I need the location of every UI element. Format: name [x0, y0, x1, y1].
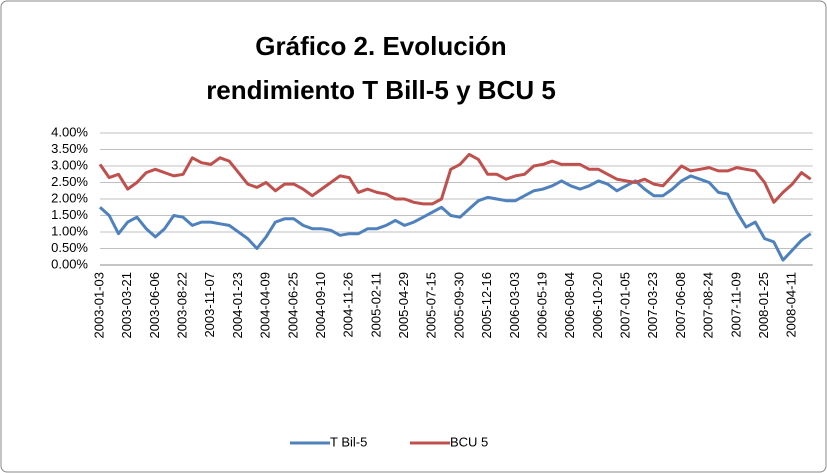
chart-title: rendimiento T Bill-5 y BCU 5 — [206, 75, 556, 105]
x-tick-label: 2003-11-07 — [202, 272, 217, 338]
legend-label: T Bil-5 — [330, 434, 367, 449]
x-tick-label: 2004-09-10 — [313, 272, 328, 339]
y-tick-label: 0.50% — [51, 240, 88, 255]
y-tick-label: 3.50% — [51, 141, 88, 156]
x-tick-label: 2006-10-20 — [590, 272, 605, 339]
x-tick-label: 2003-01-03 — [91, 272, 106, 339]
x-tick-label: 2003-08-22 — [175, 272, 190, 339]
x-tick-label: 2005-07-15 — [424, 272, 439, 339]
x-tick-label: 2004-11-26 — [341, 272, 356, 338]
x-tick-label: 2007-11-09 — [728, 272, 743, 338]
y-tick-label: 1.50% — [51, 207, 88, 222]
legend-label: BCU 5 — [450, 434, 488, 449]
y-tick-label: 3.00% — [51, 157, 88, 172]
x-tick-label: 2008-04-11 — [784, 272, 799, 338]
x-tick-label: 2006-05-19 — [534, 272, 549, 339]
x-tick-label: 2003-06-06 — [147, 272, 162, 339]
x-tick-label: 2004-04-09 — [258, 272, 273, 339]
y-tick-label: 1.00% — [51, 223, 88, 238]
line-series — [99, 174, 812, 262]
x-tick-label: 2005-12-16 — [479, 272, 494, 339]
x-tick-label: 2007-03-23 — [645, 272, 660, 339]
x-tick-label: 2004-01-23 — [230, 272, 245, 339]
y-tick-label: 2.50% — [51, 174, 88, 189]
y-tick-label: 2.00% — [51, 190, 88, 205]
x-tick-label: 2005-09-30 — [451, 272, 466, 339]
x-tick-label: 2006-03-03 — [507, 272, 522, 339]
chart-title: Gráfico 2. Evolución — [255, 31, 506, 61]
x-tick-label: 2005-02-11 — [368, 272, 383, 338]
x-tick-label: 2007-08-24 — [701, 272, 716, 339]
x-tick-label: 2003-03-21 — [119, 272, 134, 339]
x-tick-label: 2006-08-04 — [562, 272, 577, 339]
y-tick-label: 4.00% — [51, 124, 88, 139]
x-tick-label: 2008-01-25 — [756, 272, 771, 339]
line-series — [98, 152, 812, 206]
x-tick-label: 2004-06-25 — [285, 272, 300, 339]
x-tick-label: 2007-01-05 — [618, 272, 633, 339]
x-tick-label: 2005-04-29 — [396, 272, 411, 339]
y-tick-label: 0.00% — [51, 256, 88, 271]
x-tick-label: 2007-06-08 — [673, 272, 688, 339]
